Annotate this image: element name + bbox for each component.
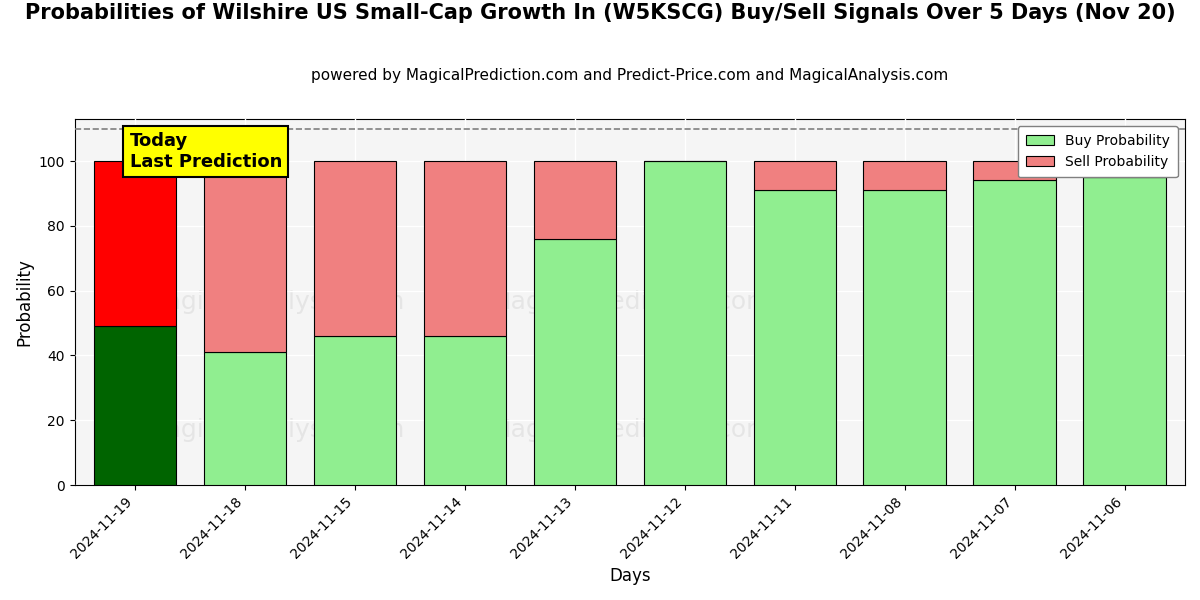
Text: Today
Last Prediction: Today Last Prediction <box>130 132 282 170</box>
Bar <box>1084 161 1165 177</box>
Bar <box>204 161 287 352</box>
Text: MagicalAnalysis.com: MagicalAnalysis.com <box>144 290 404 314</box>
Bar <box>204 352 287 485</box>
X-axis label: Days: Days <box>610 567 650 585</box>
Bar <box>534 239 616 485</box>
Bar <box>424 161 506 336</box>
Bar <box>94 161 176 326</box>
Text: MagicalPrediction.com: MagicalPrediction.com <box>490 418 770 442</box>
Bar <box>973 161 1056 181</box>
Text: MagicalPrediction.com: MagicalPrediction.com <box>490 290 770 314</box>
Bar <box>424 336 506 485</box>
Title: powered by MagicalPrediction.com and Predict-Price.com and MagicalAnalysis.com: powered by MagicalPrediction.com and Pre… <box>311 68 948 83</box>
Bar <box>754 190 836 485</box>
Bar <box>1084 177 1165 485</box>
Bar <box>313 336 396 485</box>
Bar <box>864 190 946 485</box>
Text: Probabilities of Wilshire US Small-Cap Growth In (W5KSCG) Buy/Sell Signals Over : Probabilities of Wilshire US Small-Cap G… <box>25 3 1175 23</box>
Bar <box>643 161 726 485</box>
Bar <box>534 161 616 239</box>
Legend: Buy Probability, Sell Probability: Buy Probability, Sell Probability <box>1018 126 1178 178</box>
Bar <box>864 161 946 190</box>
Bar <box>973 181 1056 485</box>
Bar <box>94 326 176 485</box>
Bar <box>313 161 396 336</box>
Y-axis label: Probability: Probability <box>16 258 34 346</box>
Text: MagicalAnalysis.com: MagicalAnalysis.com <box>144 418 404 442</box>
Bar <box>754 161 836 190</box>
